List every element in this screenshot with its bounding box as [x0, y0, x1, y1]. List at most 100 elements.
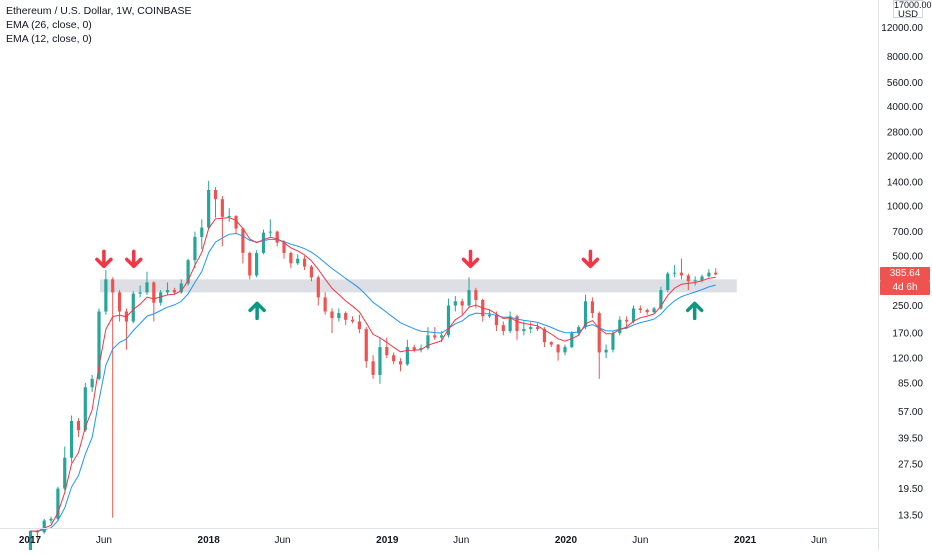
- candle: [159, 290, 163, 306]
- candle-body: [378, 347, 382, 375]
- candle: [309, 264, 314, 282]
- y-tick-label: 13.50: [898, 511, 923, 522]
- candle: [165, 282, 170, 295]
- y-tick-label: 57.00: [898, 407, 923, 418]
- candle-body: [179, 283, 183, 293]
- candle: [42, 518, 46, 534]
- candle-body: [515, 316, 519, 332]
- up-arrow-icon: [248, 301, 266, 321]
- candle: [563, 344, 567, 356]
- candle-body: [296, 258, 300, 264]
- candle-body: [70, 421, 74, 458]
- candle-body: [76, 421, 81, 431]
- candle: [200, 219, 204, 249]
- x-tick-label: 2017: [19, 535, 42, 546]
- candle-body: [535, 327, 540, 330]
- down-arrow-icon: [125, 249, 143, 269]
- y-tick-label: 2000.00: [887, 152, 924, 163]
- candle-body: [131, 293, 135, 322]
- candle-body: [673, 272, 677, 274]
- candle-body: [200, 227, 204, 237]
- candle-body: [337, 313, 341, 319]
- candle-body: [282, 242, 286, 253]
- candle: [241, 227, 245, 264]
- y-tick-label: 2800.00: [887, 128, 924, 139]
- candle-body: [405, 347, 409, 365]
- y-tick-label: 1000.00: [887, 202, 924, 213]
- x-tick-label: 2018: [198, 535, 221, 546]
- candle-body: [460, 301, 464, 306]
- candle-body: [172, 290, 176, 293]
- symbol-title[interactable]: Ethereum / U.S. Dollar, 1W, COINBASE: [6, 5, 192, 17]
- candle-body: [583, 301, 588, 328]
- ema26-legend[interactable]: EMA (26, close, 0): [6, 19, 92, 31]
- candle: [577, 325, 581, 336]
- x-tick-label: Jun: [96, 535, 112, 546]
- y-tick-label: 4000.00: [887, 102, 924, 113]
- candle: [618, 316, 622, 336]
- candle-body: [138, 292, 142, 294]
- candle: [686, 273, 690, 291]
- x-tick-label: 2019: [376, 535, 399, 546]
- candle: [679, 258, 684, 280]
- candle-body: [261, 232, 266, 253]
- candle-body: [645, 309, 649, 313]
- currency-selector[interactable]: 17000.00 USD: [893, 0, 932, 19]
- ema26-line: [30, 232, 716, 532]
- candle: [508, 311, 512, 334]
- candle-body: [556, 344, 560, 353]
- candle: [631, 305, 636, 324]
- candle-body: [364, 329, 368, 362]
- candle-body: [241, 228, 245, 253]
- candle-body: [309, 266, 314, 278]
- candle-body: [625, 319, 629, 322]
- candle-body: [440, 335, 444, 338]
- candle-body: [597, 313, 601, 353]
- y-tick-label: 1400.00: [887, 177, 924, 188]
- y-tick-label: 85.00: [898, 378, 923, 389]
- candle: [398, 358, 403, 372]
- y-tick-label: 500.00: [892, 251, 923, 262]
- y-tick-label: 120.00: [892, 354, 923, 365]
- y-tick-label: 250.00: [892, 301, 923, 312]
- candle-body: [392, 355, 396, 362]
- candle: [131, 291, 135, 324]
- candle-body: [49, 518, 53, 521]
- candle-body: [344, 313, 348, 320]
- candle: [49, 516, 53, 524]
- candle: [83, 382, 87, 432]
- candle: [268, 219, 272, 237]
- candle-body: [207, 189, 211, 228]
- candle-body: [90, 378, 94, 388]
- candle: [344, 311, 348, 326]
- candle: [707, 269, 711, 278]
- candle-body: [83, 387, 87, 431]
- candle-body: [357, 321, 362, 330]
- candle-body: [104, 279, 108, 312]
- price-axis-border: [878, 0, 879, 550]
- down-arrow-icon: [581, 249, 600, 269]
- x-tick-label: Jun: [632, 535, 648, 546]
- x-tick-label: Jun: [274, 535, 290, 546]
- ema12-line: [30, 217, 716, 532]
- candle-body: [501, 325, 505, 332]
- arrow-head: [248, 301, 266, 313]
- x-tick-label: Jun: [453, 535, 469, 546]
- candle: [590, 297, 594, 319]
- x-tick-label: 2020: [555, 535, 578, 546]
- candle: [234, 215, 238, 234]
- candle-body: [577, 327, 581, 334]
- candle: [76, 418, 81, 438]
- arrow-head: [125, 257, 143, 269]
- y-tick-label: 27.50: [898, 459, 923, 470]
- candle-body: [570, 333, 574, 348]
- arrow-head: [685, 301, 704, 313]
- candle: [481, 298, 485, 322]
- up-arrow-icon: [685, 301, 704, 321]
- candle-body: [659, 290, 663, 309]
- ema12-legend[interactable]: EMA (12, close, 0): [6, 33, 92, 45]
- candle: [302, 255, 307, 270]
- candle: [97, 308, 101, 381]
